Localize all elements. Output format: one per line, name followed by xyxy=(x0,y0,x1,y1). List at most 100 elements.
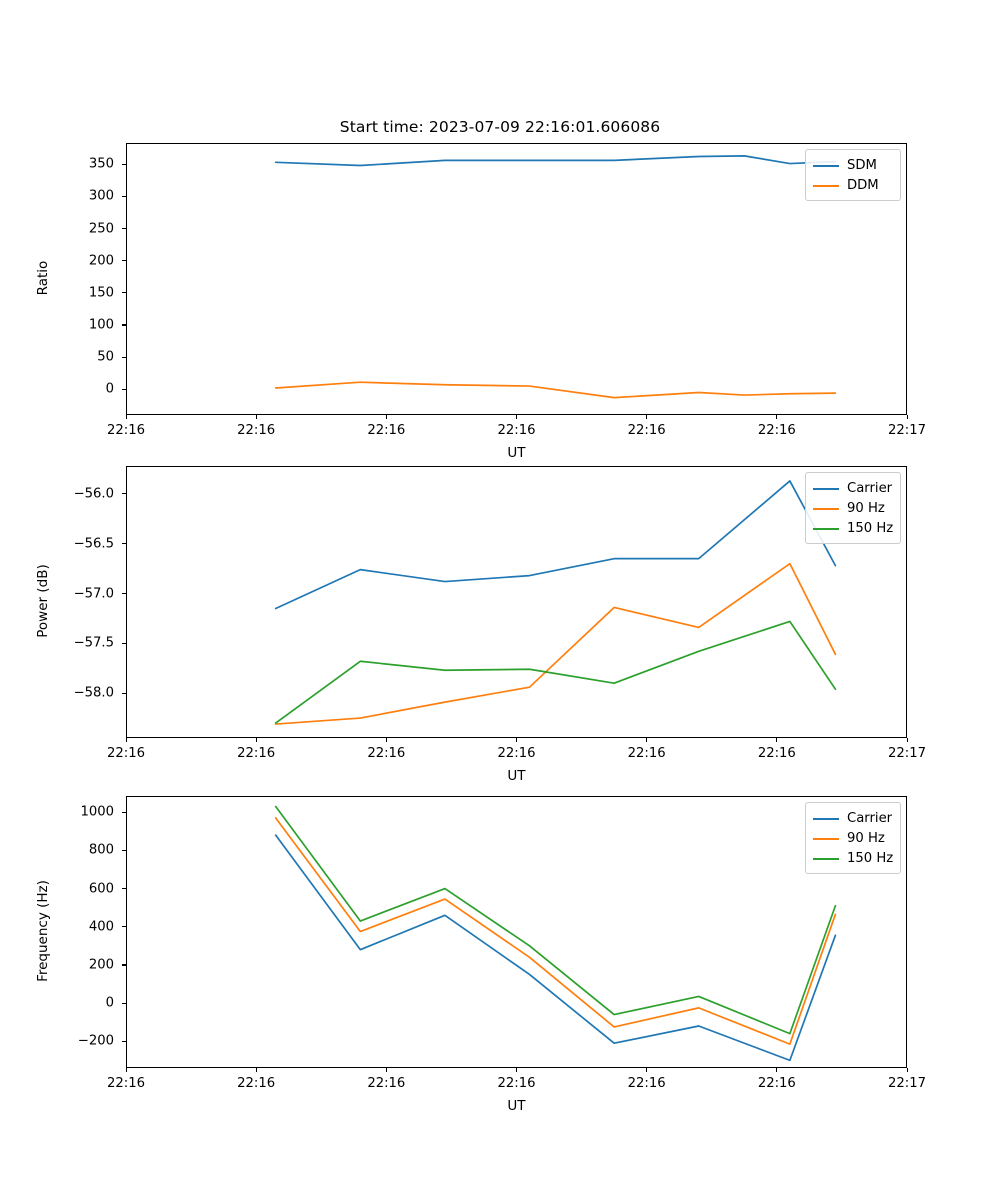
legend-ratio[interactable]: SDM DDM xyxy=(805,149,901,201)
legend-color-swatch xyxy=(813,817,839,821)
x-tick-label: 22:16 xyxy=(627,423,666,438)
x-tick-mark xyxy=(516,415,518,419)
x-tick-mark xyxy=(385,415,387,419)
x-tick-mark xyxy=(255,738,257,742)
x-tick-label: 22:16 xyxy=(757,746,796,761)
x-axis-label-ratio: UT xyxy=(507,445,526,461)
x-tick-label: 22:16 xyxy=(627,746,666,761)
legend-item[interactable]: 90 Hz xyxy=(813,829,892,849)
x-tick-label: 22:16 xyxy=(497,1076,536,1091)
legend-color-swatch xyxy=(813,487,839,491)
legend-color-swatch xyxy=(813,837,839,841)
x-tick-label: 22:16 xyxy=(497,746,536,761)
y-tick-mark xyxy=(122,543,126,545)
legend-color-swatch xyxy=(813,857,839,861)
x-axis-label-power: UT xyxy=(507,768,526,784)
y-tick-label: 200 xyxy=(88,957,114,973)
y-tick-mark xyxy=(122,388,126,390)
y-tick-label: 0 xyxy=(105,995,114,1011)
y-tick-mark xyxy=(122,1002,126,1004)
y-tick-label: 1000 xyxy=(80,804,114,820)
x-tick-label: 22:16 xyxy=(627,1076,666,1091)
legend-item[interactable]: 150 Hz xyxy=(813,519,894,539)
x-tick-mark xyxy=(906,1068,908,1072)
axes-frame-power xyxy=(126,466,907,738)
y-tick-label: −57.0 xyxy=(73,586,114,602)
y-tick-mark xyxy=(122,964,126,966)
y-tick-label: 250 xyxy=(88,221,114,237)
x-tick-label: 22:16 xyxy=(367,746,406,761)
x-tick-mark xyxy=(385,1068,387,1072)
y-tick-mark xyxy=(122,493,126,495)
legend-item[interactable]: DDM xyxy=(813,176,892,196)
legend-label: DDM xyxy=(847,178,879,194)
y-tick-label: 400 xyxy=(88,919,114,935)
x-tick-label: 22:16 xyxy=(106,423,146,438)
y-tick-label: 800 xyxy=(88,842,114,858)
series-line-ddm xyxy=(274,381,837,399)
legend-label: 150 Hz xyxy=(847,851,894,867)
x-tick-mark xyxy=(385,738,387,742)
legend-frequency[interactable]: Carrier 90 Hz 150 Hz xyxy=(805,802,901,874)
x-tick-mark xyxy=(516,1068,518,1072)
series-line-150-hz xyxy=(274,805,837,1035)
legend-item[interactable]: Carrier xyxy=(813,479,892,499)
legend-item[interactable]: SDM xyxy=(813,156,892,176)
series-line-carrier xyxy=(274,834,837,1062)
x-tick-label: 22:16 xyxy=(367,1076,406,1091)
x-tick-mark xyxy=(646,738,648,742)
x-axis-label-frequency: UT xyxy=(507,1098,526,1114)
series-line-150-hz xyxy=(274,620,837,724)
axes-frame-frequency xyxy=(126,796,907,1068)
x-tick-mark xyxy=(125,738,127,742)
legend-item[interactable]: 150 Hz xyxy=(813,849,894,869)
x-tick-label: 22:16 xyxy=(237,746,276,761)
legend-color-swatch xyxy=(813,507,839,511)
y-tick-mark xyxy=(122,292,126,294)
x-tick-label: 22:16 xyxy=(106,1076,146,1091)
x-tick-label: 22:16 xyxy=(367,423,406,438)
x-tick-label: 22:16 xyxy=(237,423,276,438)
y-tick-mark xyxy=(122,888,126,890)
series-line-carrier xyxy=(274,480,837,610)
series-line-90-hz xyxy=(274,562,837,725)
legend-label: 150 Hz xyxy=(847,521,894,537)
x-tick-label: 22:16 xyxy=(237,1076,276,1091)
y-tick-mark xyxy=(122,195,126,197)
y-tick-label: 300 xyxy=(88,188,114,204)
x-tick-label: 22:16 xyxy=(497,423,536,438)
y-tick-mark xyxy=(122,260,126,262)
y-tick-label: 150 xyxy=(88,285,114,301)
x-tick-label: 22:16 xyxy=(757,1076,796,1091)
legend-item[interactable]: 90 Hz xyxy=(813,499,892,519)
x-tick-label: 22:17 xyxy=(887,423,927,438)
legend-color-swatch xyxy=(813,527,839,531)
legend-label: Carrier xyxy=(847,811,893,827)
y-tick-label: −56.5 xyxy=(73,536,114,552)
x-tick-mark xyxy=(776,738,778,742)
y-tick-mark xyxy=(122,324,126,326)
y-tick-label: 0 xyxy=(105,381,114,397)
legend-color-swatch xyxy=(813,164,839,168)
series-line-90-hz xyxy=(274,817,837,1045)
y-tick-mark xyxy=(122,692,126,694)
legend-item[interactable]: Carrier xyxy=(813,809,892,829)
y-tick-label: 200 xyxy=(88,253,114,269)
y-tick-label: −200 xyxy=(77,1033,114,1049)
y-tick-mark xyxy=(122,926,126,928)
x-tick-mark xyxy=(125,415,127,419)
x-tick-mark xyxy=(646,415,648,419)
y-tick-mark xyxy=(122,811,126,813)
y-tick-mark xyxy=(122,356,126,358)
x-tick-mark xyxy=(255,415,257,419)
y-tick-label: −57.5 xyxy=(73,635,114,651)
y-tick-label: −58.0 xyxy=(73,685,114,701)
legend-label: SDM xyxy=(847,158,877,174)
x-tick-label: 22:16 xyxy=(106,746,146,761)
legend-power[interactable]: Carrier 90 Hz 150 Hz xyxy=(805,472,901,544)
